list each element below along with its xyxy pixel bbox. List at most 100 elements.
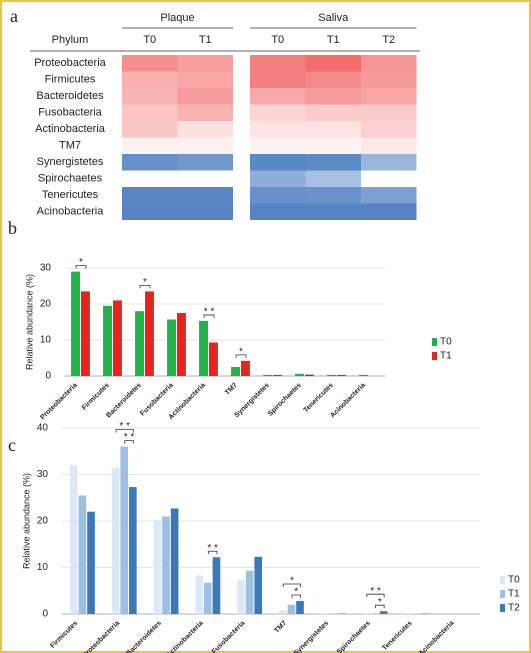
- bar: [359, 374, 368, 376]
- heatmap-cell: [122, 121, 178, 138]
- row-label: Bacteroidetes: [36, 90, 104, 102]
- bar: [231, 367, 240, 376]
- bar: [305, 374, 314, 376]
- heatmap-cell: [122, 88, 178, 105]
- heatmap-cell: [305, 121, 361, 138]
- bar: [145, 291, 154, 376]
- heatmap-cell: [361, 170, 417, 187]
- significance-label: * *: [204, 307, 215, 318]
- row-label: Synergistetes: [37, 156, 104, 168]
- heatmap-cell: [305, 104, 361, 121]
- bar: [135, 311, 144, 376]
- heatmap-cell: [361, 137, 417, 154]
- heatmap-cell: [305, 170, 361, 187]
- row-label: Tenericutes: [42, 189, 99, 201]
- bar: [162, 516, 170, 614]
- panel-letter: a: [10, 6, 18, 26]
- significance-bracket: [291, 594, 301, 598]
- heatmap-cell: [361, 187, 417, 204]
- heatmap-cell: [250, 104, 306, 121]
- bar: [212, 557, 221, 614]
- column-label: T2: [382, 34, 395, 46]
- legend-label: T2: [508, 603, 520, 614]
- column-label: T1: [327, 34, 340, 46]
- bar: [81, 291, 90, 376]
- heatmap-cell: [361, 104, 417, 121]
- significance-bracket: [203, 314, 215, 318]
- legend-label: T0: [508, 575, 520, 586]
- significance-bracket: [139, 285, 151, 289]
- heatmap-cell: [250, 170, 306, 187]
- bar: [241, 360, 250, 376]
- bar: [254, 556, 263, 614]
- heatmap-cell: [177, 104, 233, 121]
- y-axis-label: Relative abundance (%): [24, 274, 34, 370]
- significance-label: * *: [124, 432, 135, 443]
- legend-swatch: [500, 604, 505, 612]
- bar: [129, 487, 137, 614]
- bar: [177, 313, 186, 376]
- bar: [327, 374, 336, 376]
- heatmap-cell: [177, 71, 233, 88]
- legend-swatch: [500, 576, 505, 584]
- legend-label: T0: [440, 337, 452, 348]
- heatmap-cell: [305, 154, 361, 171]
- heatmap-cell: [250, 55, 306, 72]
- significance-label: * *: [207, 543, 218, 554]
- heatmap-cell: [122, 104, 178, 121]
- y-tick-label: 30: [37, 469, 49, 480]
- bar: [78, 495, 87, 614]
- legend-label: T1: [440, 351, 452, 362]
- panel-letter: c: [8, 435, 16, 455]
- y-tick-label: 20: [40, 299, 52, 310]
- significance-bracket: [366, 593, 385, 598]
- bar: [195, 575, 203, 614]
- bar: [199, 320, 208, 376]
- bar: [111, 467, 120, 614]
- y-tick-label: 0: [42, 609, 48, 620]
- bar: [295, 373, 304, 376]
- bar: [103, 305, 112, 376]
- bar: [337, 374, 346, 376]
- bar: [209, 342, 218, 376]
- significance-label: *: [290, 576, 294, 587]
- bar: [120, 446, 129, 614]
- y-tick-label: 10: [37, 562, 49, 573]
- y-tick-label: 10: [40, 335, 52, 346]
- heatmap-cell: [177, 55, 233, 72]
- bar: [113, 300, 122, 376]
- column-label: T1: [199, 34, 212, 46]
- heatmap-cell: [177, 88, 233, 105]
- heatmap-cell: [122, 137, 178, 154]
- row-label: Firmicutes: [45, 74, 96, 86]
- group-label: Saliva: [318, 12, 349, 24]
- bar: [379, 611, 388, 614]
- row-label: Fusobacteria: [38, 107, 102, 119]
- heatmap-cell: [250, 137, 306, 154]
- heatmap-cell: [122, 203, 178, 220]
- heatmap-cell: [250, 71, 306, 88]
- bar: [245, 570, 254, 614]
- heatmap-cell: [122, 187, 178, 204]
- bar: [167, 319, 176, 376]
- y-tick-label: 0: [45, 371, 51, 382]
- bar: [170, 508, 179, 614]
- bar: [203, 582, 212, 614]
- heatmap-cell: [122, 55, 178, 72]
- significance-label: *: [79, 257, 83, 268]
- heatmap-cell: [177, 170, 233, 187]
- legend-swatch: [432, 338, 437, 346]
- row-label: Acinobacteria: [37, 206, 105, 218]
- row-label: TM7: [59, 140, 81, 152]
- significance-label: *: [378, 597, 382, 608]
- significance-label: *: [239, 347, 243, 358]
- y-axis-label: Relative abundance (%): [21, 473, 31, 569]
- heatmap-cell: [122, 154, 178, 171]
- heatmap-cell: [122, 71, 178, 88]
- significance-bracket: [75, 265, 87, 269]
- significance-label: * *: [119, 421, 130, 432]
- significance-bracket: [375, 604, 385, 609]
- bar: [278, 610, 287, 614]
- significance-bracket: [282, 583, 301, 587]
